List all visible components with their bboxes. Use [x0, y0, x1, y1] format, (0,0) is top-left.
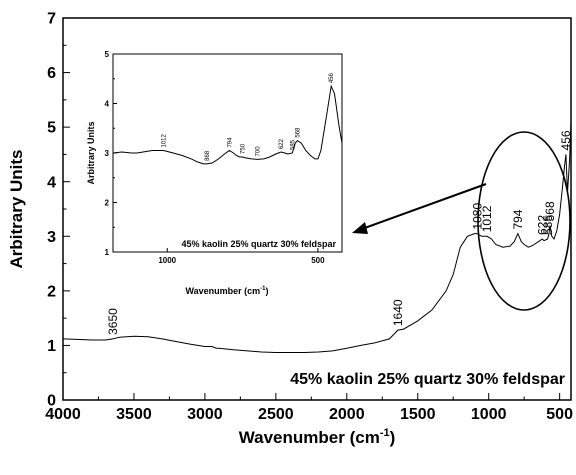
zoom-arrow-line — [361, 183, 487, 230]
main-y-axis-title: Arbitrary Units — [7, 149, 26, 268]
inset-x-tick-label: 1000 — [158, 256, 176, 265]
main-y-tick-label: 1 — [47, 338, 56, 355]
main-peak-label: 622 — [536, 215, 550, 235]
main-x-tick-label: 3000 — [187, 406, 223, 423]
inset-y-ticks: 1 2 3 4 5 — [105, 50, 117, 257]
inset-y-tick-label: 1 — [105, 248, 110, 257]
inset-y-axis-title: Arbitrary Units — [86, 121, 96, 184]
inset-series-line — [112, 84, 343, 165]
inset-x-axis-title: Wavenumber (cm-1) — [185, 286, 268, 296]
main-x-tick-label: 500 — [546, 406, 573, 423]
inset-peak-label: 868 — [205, 150, 211, 161]
zoom-region-ellipse — [477, 131, 571, 311]
main-peak-label: 1640 — [391, 299, 405, 326]
main-y-tick-label: 3 — [47, 229, 56, 246]
main-x-tick-label: 4000 — [45, 406, 81, 423]
main-peak-label: 3650 — [106, 308, 120, 335]
main-x-ticks: 4000 3500 3000 2500 2000 1500 1000 500 — [45, 393, 573, 423]
inset-peak-label: 1012 — [162, 134, 168, 148]
main-x-tick-label: 2500 — [258, 406, 294, 423]
main-x-axis-title: Wavenumber (cm-1) — [239, 427, 396, 447]
main-y-tick-label: 6 — [47, 65, 56, 82]
main-annotation: 45% kaolin 25% quartz 30% feldspar — [290, 371, 565, 388]
main-y-tick-label: 0 — [47, 393, 56, 410]
inset-annotation: 45% kaolin 25% quartz 30% feldspar — [181, 239, 336, 249]
main-peak-label: 568 — [543, 201, 557, 221]
main-y-ticks: 0 1 2 3 4 5 6 7 — [47, 11, 70, 410]
main-y-tick-label: 7 — [47, 11, 56, 28]
inset-y-tick-label: 5 — [105, 50, 110, 59]
zoom-arrow-head — [352, 222, 368, 234]
inset-peak-label: 794 — [227, 137, 233, 148]
inset-peak-label: 585 — [290, 139, 296, 150]
main-x-tick-label: 2000 — [329, 406, 365, 423]
main-series-line — [62, 121, 572, 353]
main-x-tick-label: 1000 — [471, 406, 507, 423]
main-peak-label: 456 — [559, 130, 573, 150]
inset-y-tick-label: 2 — [105, 198, 110, 207]
main-plot: 4000 3500 3000 2500 2000 1500 1000 500 01234567… — [7, 11, 573, 447]
main-y-tick-label: 5 — [47, 120, 56, 137]
inset-peak-label: 700 — [256, 146, 262, 157]
main-x-tick-label: 1500 — [400, 406, 436, 423]
inset-peak-label: 622 — [279, 138, 285, 149]
main-peak-label: 794 — [511, 209, 525, 229]
main-peak-label: 1012 — [480, 205, 494, 232]
main-y-tick-label: 4 — [47, 174, 56, 191]
inset-y-tick-label: 4 — [105, 99, 110, 108]
inset-x-ticks: 1000 500 — [158, 248, 325, 265]
inset-x-tick-label: 500 — [311, 256, 325, 265]
inset-peak-label: 568 — [296, 127, 302, 138]
inset-peak-label: 750 — [241, 143, 247, 154]
inset-y-tick-label: 3 — [105, 149, 110, 158]
inset-background — [90, 41, 352, 271]
inset-peak-label: 456 — [329, 73, 335, 84]
main-peak-label: 585 — [541, 215, 555, 235]
main-y-tick-label: 2 — [47, 283, 56, 300]
main-x-tick-label: 3500 — [116, 406, 152, 423]
